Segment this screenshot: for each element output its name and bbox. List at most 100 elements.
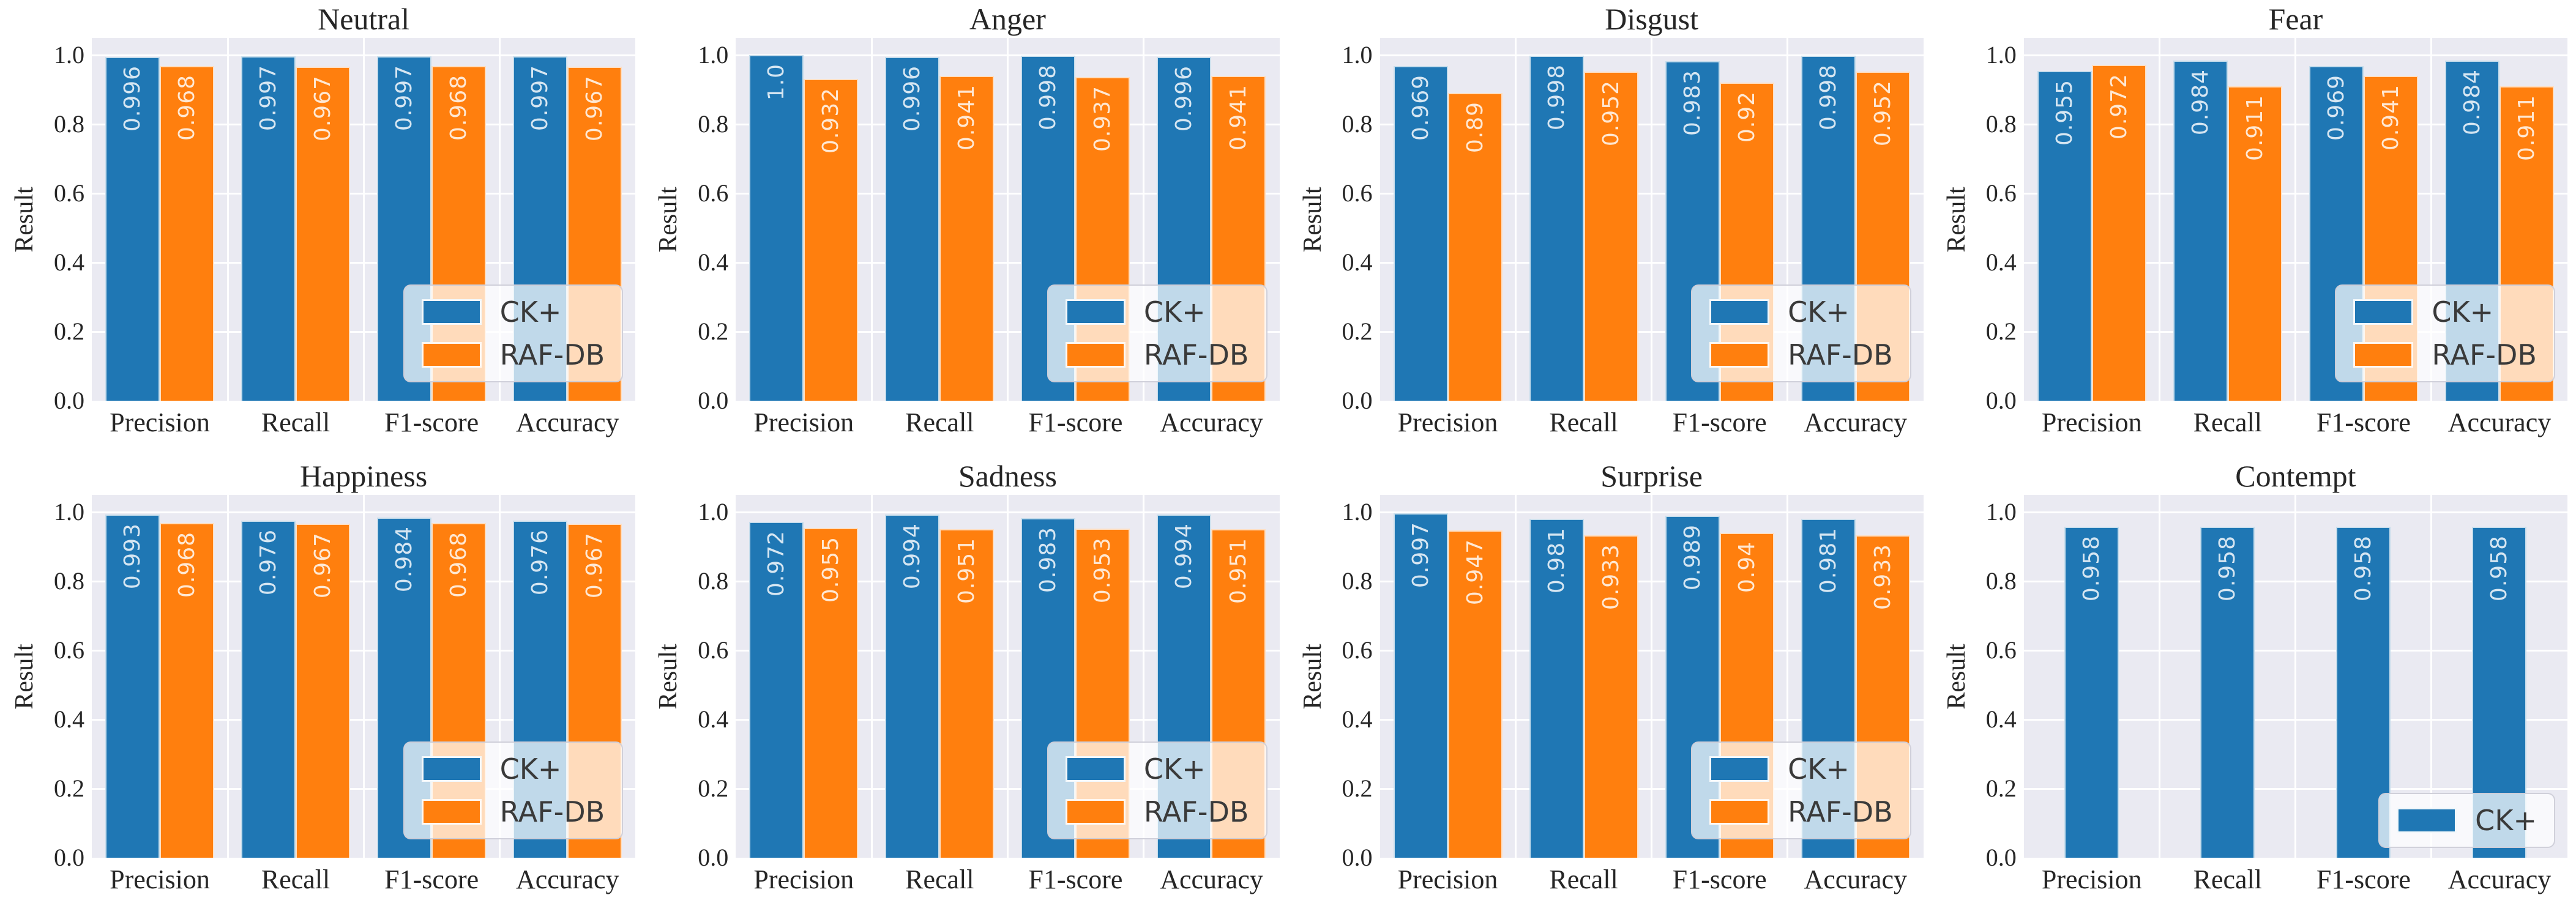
legend-label: CK+: [499, 752, 562, 786]
y-tick-label: 0.0: [698, 844, 729, 871]
x-tick-label: Precision: [1397, 864, 1498, 894]
legend: CK+: [2378, 793, 2555, 848]
x-tick-label: Recall: [2193, 407, 2263, 437]
bar-value-label: 0.989: [1667, 524, 1719, 590]
bar-value-label: 0.941: [1212, 84, 1264, 150]
y-tick-label: 0.8: [698, 110, 729, 138]
x-tick-label: F1-score: [1672, 407, 1767, 437]
bar-value-text: 0.952: [1598, 80, 1624, 147]
plot-area: 0.969 0.998 0.983 0.998 0.89 0.952 0.92 0.952 CK…: [1379, 38, 1924, 401]
y-tick-label: 0.8: [54, 110, 84, 138]
bar-value-text: 0.997: [256, 64, 282, 131]
chart-title: Contempt: [2235, 459, 2356, 493]
x-tick-label: Recall: [905, 864, 974, 894]
bar-value-text: 0.911: [2242, 94, 2268, 161]
bar-value-text: 0.92: [1734, 91, 1760, 143]
legend-entry-rafdb: RAF-DB: [421, 338, 605, 371]
bar-value-label: 0.984: [2175, 69, 2227, 135]
y-tick-label: 0.8: [1985, 567, 2017, 595]
subplot-fear: Fear Result 0.955 0.984 0.969 0.984 0.972 0.911…: [1932, 0, 2576, 457]
legend-entry-rafdb: RAF-DB: [421, 795, 605, 828]
bar-ck-recall: 0.994: [885, 514, 940, 858]
bar-value-text: 0.996: [900, 65, 925, 132]
x-tick-label: Recall: [261, 864, 330, 894]
bar-rafdb-precision: 0.89: [1447, 93, 1503, 401]
bar-ck-precision: 0.972: [749, 522, 804, 858]
y-tick-label: 0.2: [54, 318, 84, 346]
gridline-vertical: [2294, 38, 2297, 401]
chart-title: Anger: [969, 2, 1046, 36]
gridline-vertical: [1651, 38, 1653, 401]
bar-value-label: 0.969: [2310, 75, 2362, 141]
legend-swatch: [421, 799, 482, 825]
legend-entry-rafdb: RAF-DB: [1065, 795, 1249, 828]
y-tick-label: 0.2: [698, 318, 729, 346]
x-tick-label: Accuracy: [515, 864, 619, 894]
plot-area: 0.996 0.997 0.997 0.997 0.968 0.967 0.968 0.967…: [92, 38, 636, 401]
chart-title: Happiness: [299, 459, 428, 493]
legend-label: RAF-DB: [1143, 795, 1249, 828]
x-tick-label: Accuracy: [1804, 407, 1907, 437]
bar-value-text: 0.955: [2051, 79, 2077, 146]
chart-title: Sadness: [958, 459, 1057, 493]
bar-value-label: 0.984: [2446, 69, 2498, 135]
legend-label: RAF-DB: [499, 795, 605, 828]
bar-rafdb-recall: 0.941: [939, 75, 995, 401]
bar-value-label: 0.968: [433, 532, 485, 598]
y-tick-label: 0.0: [54, 387, 84, 414]
bar-value-text: 0.911: [2514, 94, 2539, 161]
bar-value-text: 0.952: [1870, 80, 1895, 147]
bar-value-label: 0.92: [1721, 91, 1773, 143]
y-tick-label: 0.4: [1985, 705, 2017, 734]
x-tick-label: Precision: [1397, 407, 1498, 437]
x-tick-label: F1-score: [2316, 407, 2411, 437]
bar-value-text: 0.997: [392, 64, 417, 131]
x-tick-label: Recall: [1549, 864, 1618, 894]
legend-label: CK+: [2475, 804, 2537, 837]
y-tick-label: 1.0: [1985, 41, 2017, 69]
y-tick-label: 0.6: [1342, 179, 1373, 207]
bar-value-text: 0.958: [2079, 535, 2105, 602]
y-tick-label: 0.8: [1342, 567, 1373, 595]
bar-value-text: 0.955: [818, 536, 844, 603]
bar-value-text: 0.996: [120, 65, 146, 132]
bar-ck-recall: 0.958: [2200, 526, 2255, 858]
bar-value-label: 0.983: [1667, 70, 1719, 136]
legend: CK+ RAF-DB: [403, 741, 624, 839]
bar-value-text: 0.89: [1462, 102, 1488, 154]
legend-swatch: [1709, 342, 1770, 368]
y-tick-label: 0.2: [54, 775, 84, 803]
bar-value-label: 0.952: [1585, 80, 1637, 146]
y-tick-label: 0.2: [1985, 775, 2017, 803]
x-tick-label: Accuracy: [1160, 407, 1263, 437]
y-tick-label: 0.8: [698, 567, 729, 595]
bar-ck-precision: 0.997: [1393, 513, 1448, 858]
bar-value-text: 0.951: [954, 537, 980, 604]
bar-value-label: 0.983: [1022, 527, 1074, 593]
subplot-sadness: Sadness Result 0.972 0.994 0.983 0.994 0.955 0.…: [644, 457, 1288, 914]
bar-value-text: 0.984: [392, 526, 417, 593]
y-tick-label: 0.2: [1342, 775, 1373, 803]
plot-area: 1.0 0.996 0.998 0.996 0.932 0.941 0.937 0.941 CK…: [736, 38, 1280, 401]
x-tick-label: Precision: [2041, 864, 2142, 894]
legend: CK+ RAF-DB: [1047, 284, 1267, 382]
gridline-vertical: [2159, 38, 2161, 401]
chart-title: Fear: [2268, 2, 2323, 36]
bar-value-text: 0.996: [1171, 65, 1197, 132]
legend-label: RAF-DB: [2432, 338, 2537, 371]
y-tick-label: 0.6: [1342, 636, 1373, 664]
plot-area: 0.955 0.984 0.969 0.984 0.972 0.911 0.941 0.911…: [2023, 38, 2567, 401]
x-tick-label: F1-score: [1028, 864, 1123, 894]
bar-value-label: 0.998: [1802, 64, 1854, 130]
bar-value-label: 0.997: [242, 65, 294, 131]
bar-ck-precision: 0.955: [2037, 70, 2092, 401]
plot-area: 0.997 0.981 0.989 0.981 0.947 0.933 0.94 0.933 C…: [1379, 495, 1924, 858]
bar-value-text: 0.998: [1544, 64, 1569, 131]
bar-value-text: 0.981: [1544, 527, 1569, 594]
bar-value-label: 0.933: [1857, 544, 1909, 610]
bar-value-label: 0.947: [1449, 539, 1501, 605]
y-tick-label: 0.4: [1985, 248, 2017, 277]
bar-rafdb-precision: 0.968: [160, 66, 215, 401]
y-tick-label: 0.6: [1985, 179, 2017, 207]
